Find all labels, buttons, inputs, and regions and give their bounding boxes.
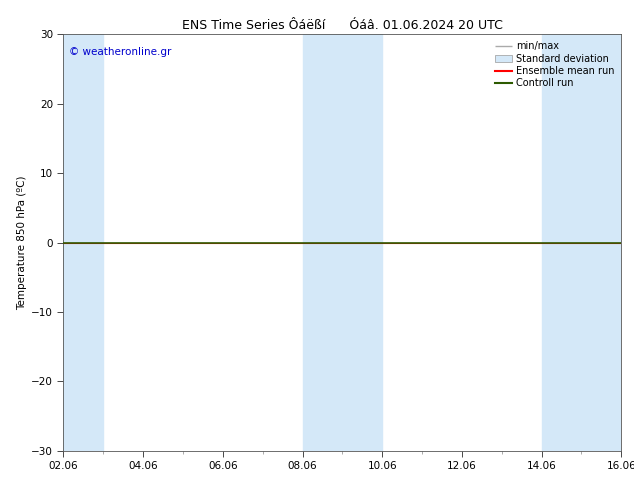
Title: ENS Time Series Ôáëßí      Óáâ. 01.06.2024 20 UTC: ENS Time Series Ôáëßí Óáâ. 01.06.2024 20… <box>182 19 503 32</box>
Text: © weatheronline.gr: © weatheronline.gr <box>69 47 171 57</box>
Bar <box>302 34 342 451</box>
Bar <box>541 34 621 451</box>
Bar <box>63 34 103 451</box>
Legend: min/max, Standard deviation, Ensemble mean run, Controll run: min/max, Standard deviation, Ensemble me… <box>493 39 616 90</box>
Y-axis label: Temperature 850 hPa (ºC): Temperature 850 hPa (ºC) <box>17 175 27 310</box>
Bar <box>342 34 382 451</box>
